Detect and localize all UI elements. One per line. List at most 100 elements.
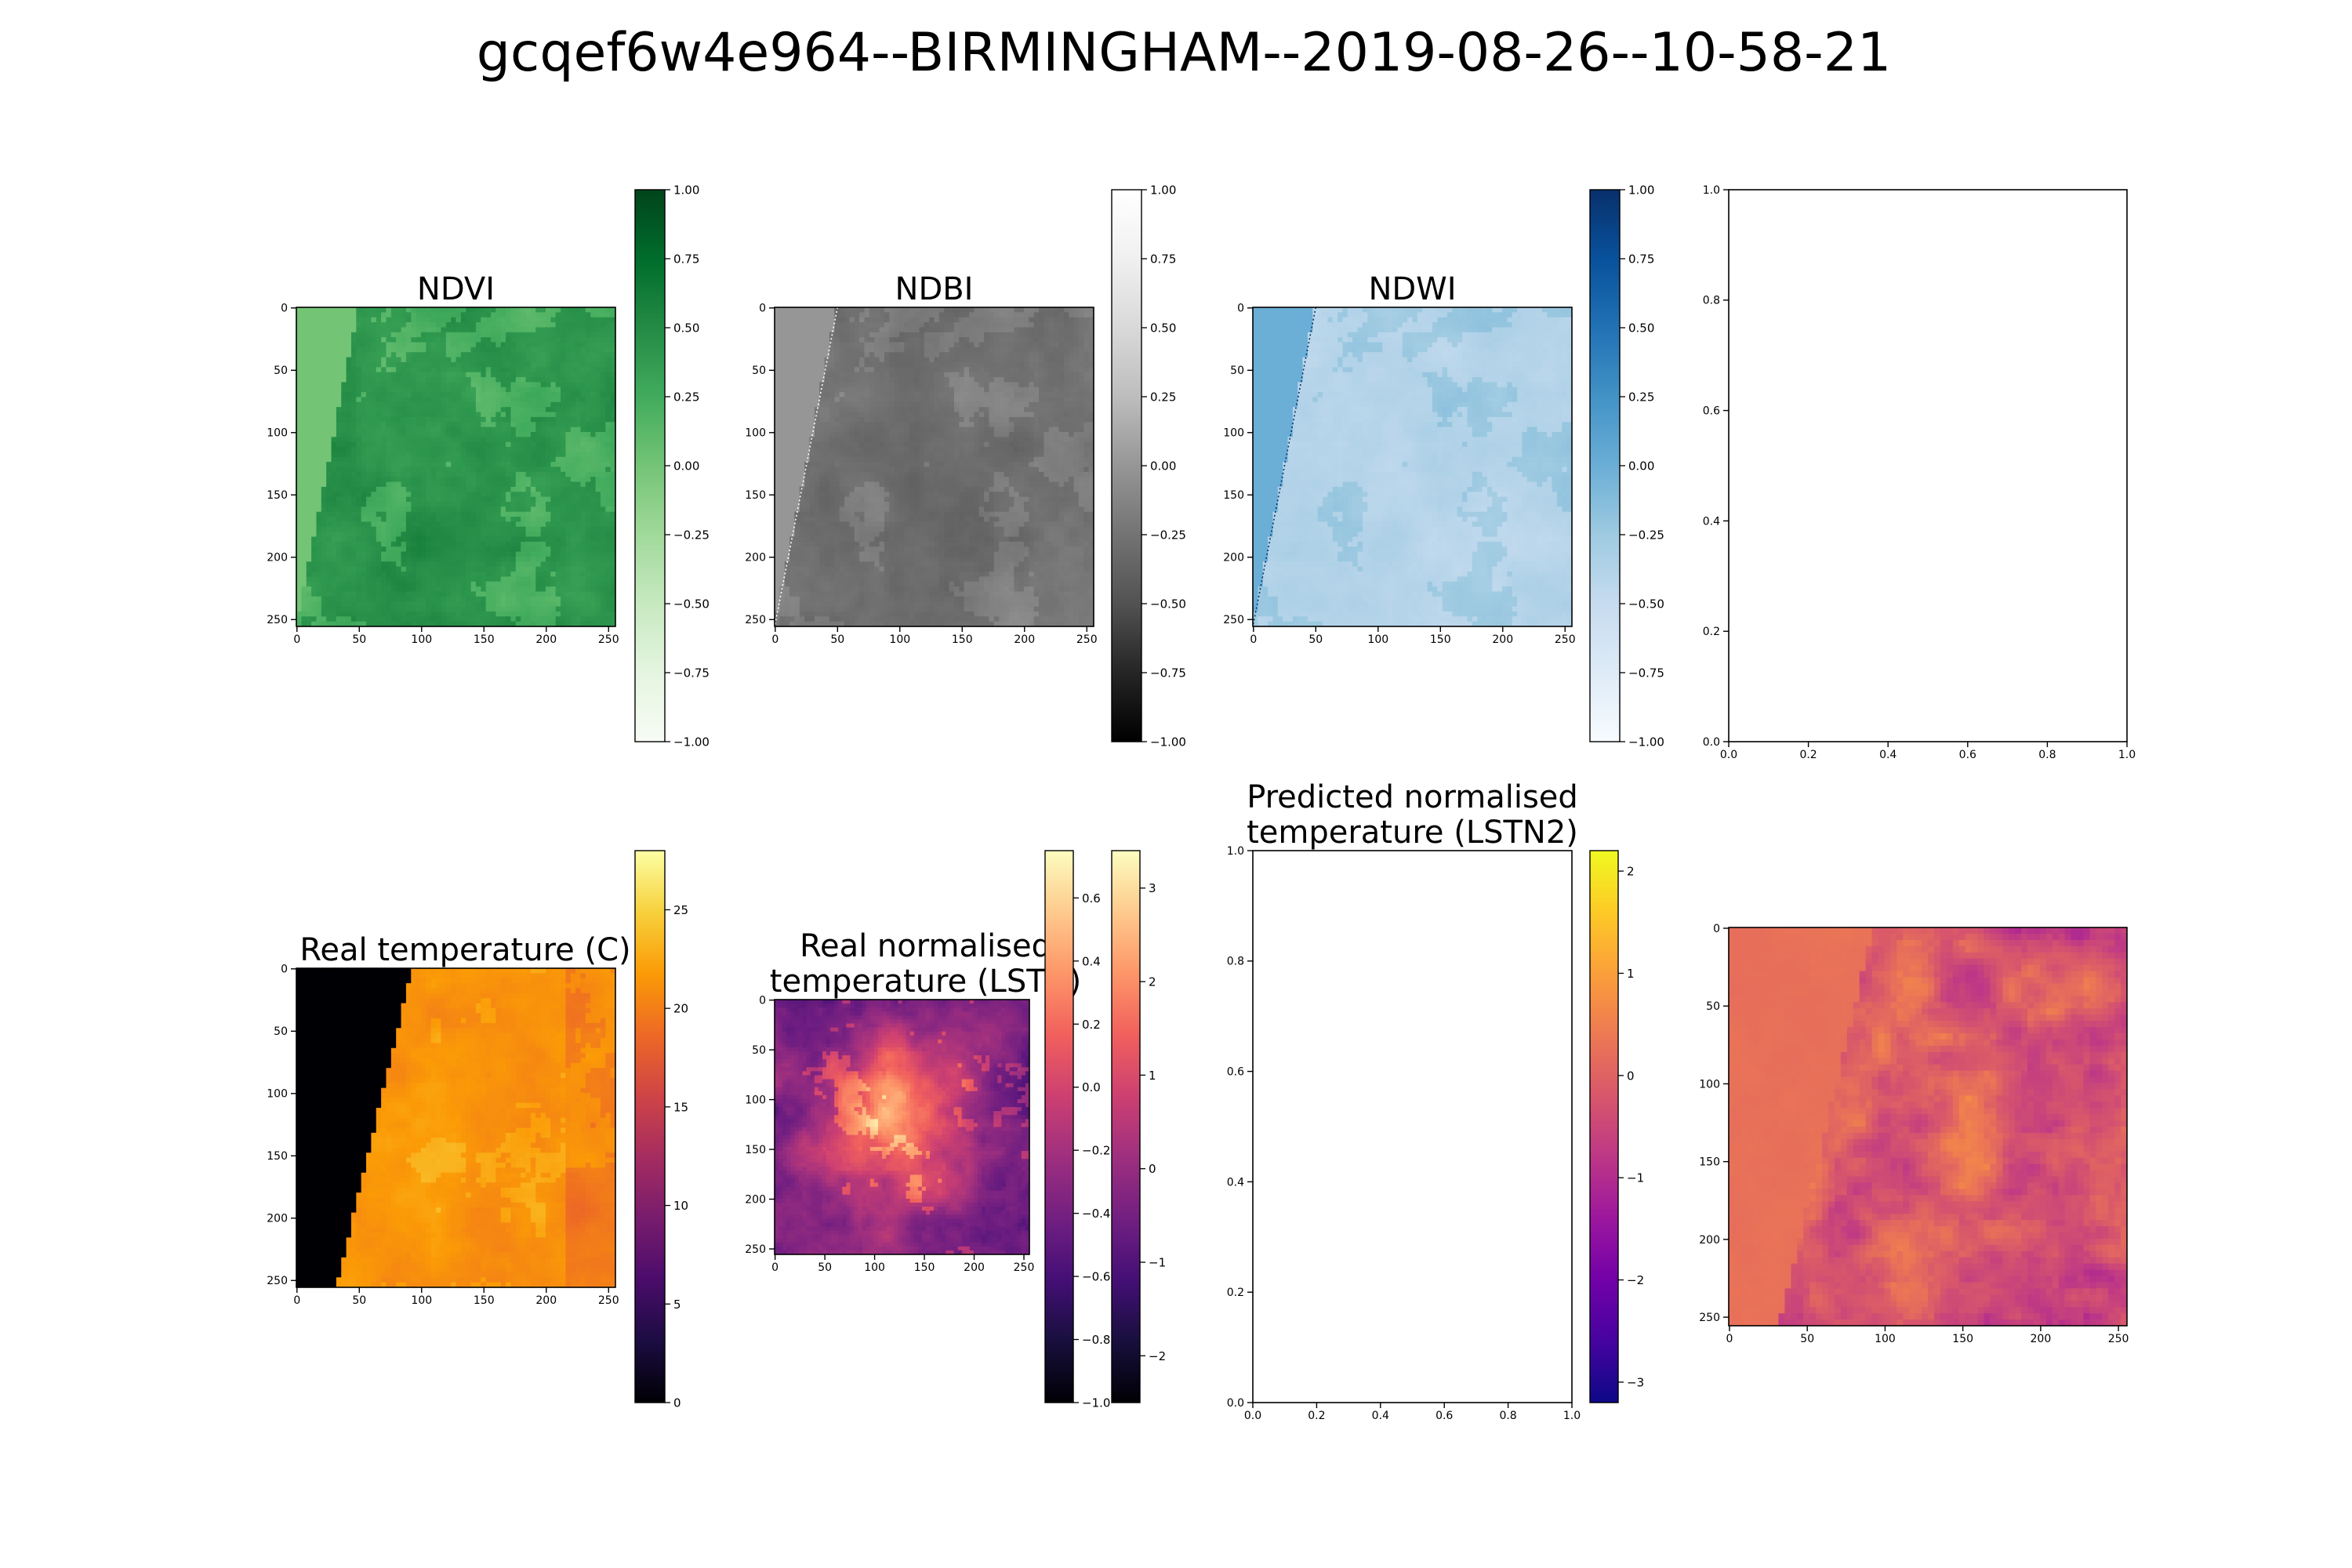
colorbar-tick-label: 5 [673, 1298, 681, 1312]
heatmap-image [775, 1000, 1029, 1254]
y-tick-label: 100 [745, 1094, 766, 1106]
colorbar-tick-label: 0.25 [1150, 390, 1176, 405]
colorbar-tick-label: −0.4 [1082, 1207, 1110, 1221]
y-tick-label: 200 [267, 1213, 288, 1225]
x-tick-label: 0.6 [1436, 1410, 1453, 1422]
y-tick-label: 50 [752, 1044, 766, 1057]
y-tick-label: 250 [267, 1275, 288, 1287]
y-tick-label: 0.6 [1703, 405, 1720, 418]
y-tick-label: 200 [1699, 1234, 1720, 1247]
colorbar-tick-label: −0.25 [1150, 528, 1186, 543]
axes-frame [1728, 927, 2128, 1327]
colorbar-tick-label: 0.25 [673, 390, 699, 405]
x-tick-label: 200 [964, 1261, 985, 1274]
panel-title: Predicted normalised [1247, 779, 1578, 815]
colorbar-tick-label: −0.25 [673, 528, 710, 543]
colorbar-tick-label: −0.75 [1628, 666, 1664, 681]
x-tick-label: 50 [818, 1261, 832, 1274]
x-tick-label: 100 [1367, 633, 1388, 646]
x-tick-label: 0.0 [1720, 749, 1737, 761]
heatmap-image [1729, 927, 2127, 1326]
colorbar-tick-label: −0.50 [1628, 597, 1664, 612]
colorbar-tick-label: 1 [1627, 967, 1635, 981]
y-tick-label: 100 [745, 427, 766, 440]
x-tick-label: 100 [411, 633, 432, 646]
colorbar [635, 851, 665, 1403]
x-tick-label: 150 [474, 633, 495, 646]
colorbar [1045, 851, 1073, 1403]
x-tick-label: 0.4 [1372, 1410, 1389, 1422]
colorbar-tick-label: 1 [1149, 1069, 1156, 1083]
x-tick-label: 50 [830, 633, 844, 646]
panel-real-lstn: 0 50 100 150 200 250 0 50 100 150 200 250 Real norma… [745, 850, 1166, 1410]
x-tick-label: 100 [864, 1261, 885, 1274]
y-tick-label: 150 [1699, 1156, 1720, 1169]
panel-title: temperature (LSTN2) [1247, 815, 1578, 851]
y-tick-label: 100 [1699, 1078, 1720, 1091]
colorbar-tick-label: −1 [1149, 1256, 1166, 1270]
y-tick-label: 150 [1223, 489, 1244, 502]
x-tick-label: 50 [352, 633, 366, 646]
colorbar-tick-label: 0.50 [1628, 321, 1654, 336]
colorbar-tick-label: 3 [1149, 881, 1156, 895]
heatmap-image [296, 307, 615, 626]
x-tick-label: 250 [1014, 1261, 1035, 1274]
colorbar-tick-label: 25 [673, 903, 688, 917]
colorbar-tick-label: −0.50 [673, 597, 710, 612]
x-tick-label: 0 [293, 1294, 300, 1307]
x-tick-label: 0.6 [1959, 749, 1976, 761]
x-tick-label: 0.8 [1499, 1410, 1516, 1422]
colorbar-tick-label: 2 [1627, 865, 1635, 879]
axes-frame [1252, 850, 1573, 1403]
x-tick-label: 0 [1250, 633, 1257, 646]
colorbar [1112, 190, 1142, 742]
colorbar [1590, 851, 1618, 1403]
colorbar-tick-label: 0.00 [1628, 459, 1654, 474]
panel-pred-lstn2: 0.0 0.2 0.4 0.6 0.8 1.0 0.0 0.2 0.4 0.6 0.8 1.0 Pred… [1227, 779, 1644, 1422]
y-tick-label: 0.8 [1703, 295, 1720, 307]
colorbar-tick-label: −1.00 [1150, 735, 1186, 750]
y-tick-label: 150 [267, 1150, 288, 1163]
colorbar-tick-label: −0.50 [1150, 597, 1186, 612]
panel-ndvi: 0 50 100 150 200 250 0 50 100 150 200 250 NDVI 1.00 0.… [267, 183, 710, 750]
axes-frame [1252, 307, 1573, 627]
y-tick-label: 50 [1706, 1000, 1720, 1013]
y-tick-label: 50 [752, 365, 766, 377]
x-tick-label: 100 [411, 1294, 432, 1307]
y-tick-label: 0.4 [1227, 1176, 1244, 1189]
panel-title: Real temperature (C) [299, 932, 630, 968]
x-tick-label: 250 [1555, 633, 1576, 646]
colorbar-tick-label: −1.00 [1628, 735, 1664, 750]
x-tick-label: 50 [1308, 633, 1323, 646]
y-tick-label: 0 [759, 303, 766, 315]
x-tick-label: 1.0 [2118, 749, 2136, 761]
colorbar-tick-label: 0.00 [673, 459, 699, 474]
colorbar-tick-label: −1.0 [1082, 1396, 1110, 1410]
colorbar-tick-label: 1.00 [673, 183, 699, 198]
x-tick-label: 0 [771, 1261, 779, 1274]
y-tick-label: 50 [1230, 365, 1244, 377]
colorbar-frame [1589, 850, 1619, 1403]
x-tick-label: 50 [1800, 1333, 1814, 1345]
y-tick-label: 100 [1223, 427, 1244, 440]
panel-ndwi: 0 50 100 150 200 250 0 50 100 150 200 250 NDWI 1.00 0.… [1223, 183, 1664, 750]
x-tick-label: 1.0 [1563, 1410, 1581, 1422]
y-tick-label: 0.2 [1703, 626, 1720, 638]
colorbar-tick-label: −0.75 [673, 666, 710, 681]
y-tick-label: 200 [745, 552, 766, 564]
x-tick-label: 0.4 [1879, 749, 1896, 761]
colorbar-tick-label: 0.75 [673, 252, 699, 267]
colorbar-tick-label: −2 [1627, 1273, 1644, 1287]
y-tick-label: 0 [1713, 923, 1720, 935]
y-tick-label: 100 [267, 1088, 288, 1101]
axes-frame [296, 967, 616, 1288]
colorbar-tick-label: −0.6 [1082, 1270, 1110, 1284]
colorbar-tick-label: −0.8 [1082, 1333, 1110, 1347]
x-tick-label: 0.0 [1244, 1410, 1261, 1422]
x-tick-label: 100 [889, 633, 910, 646]
y-tick-label: 50 [274, 365, 288, 377]
x-tick-label: 0.2 [1308, 1410, 1325, 1422]
figure-title: gcqef6w4e964--BIRMINGHAM--2019-08-26--10… [477, 22, 1891, 84]
